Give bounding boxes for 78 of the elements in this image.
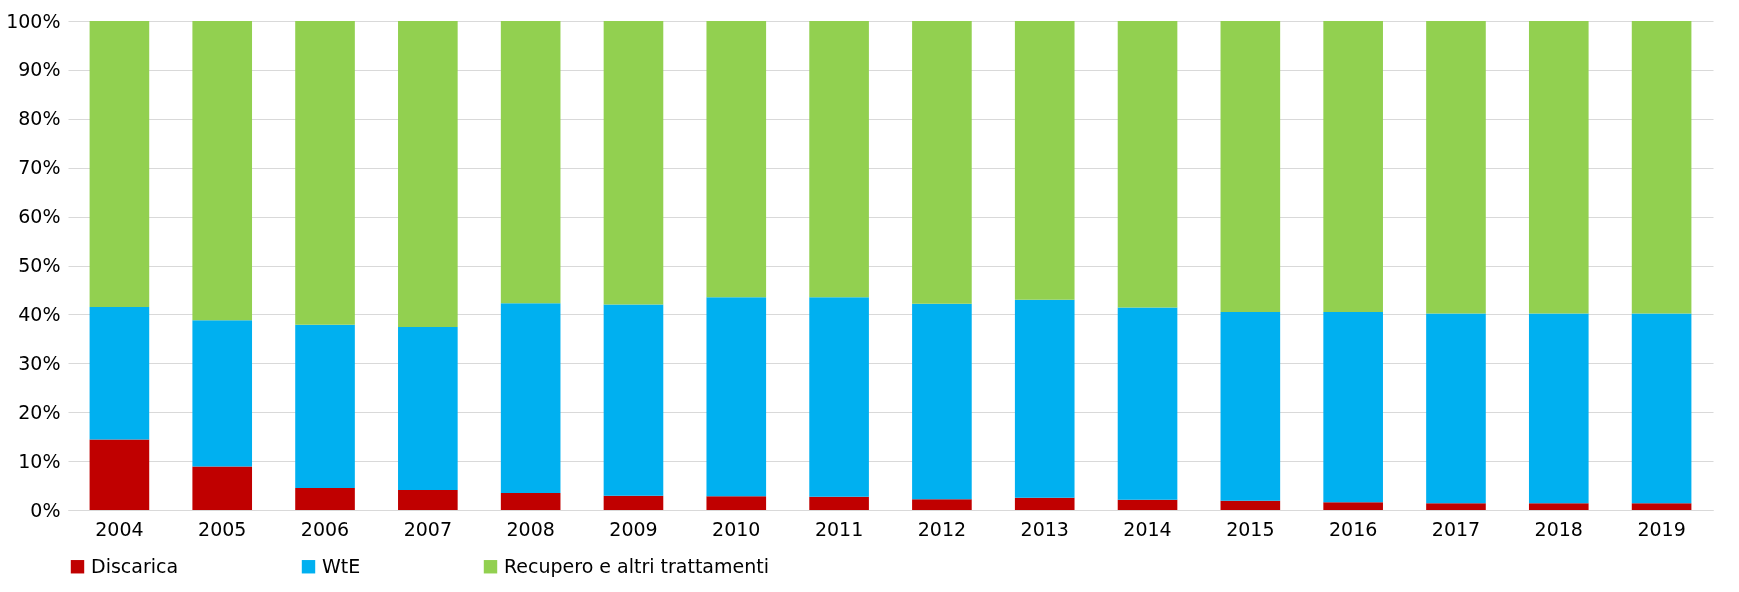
x-tick-label: 2019 xyxy=(1637,517,1686,540)
y-tick-label: 0% xyxy=(30,498,61,521)
bar xyxy=(809,21,869,298)
bar xyxy=(1220,500,1281,510)
bar xyxy=(89,21,150,308)
bar xyxy=(500,492,561,510)
x-tick-label: 2017 xyxy=(1431,517,1481,540)
bar xyxy=(398,327,458,490)
x-tick-label: 2007 xyxy=(403,517,453,540)
bar xyxy=(706,496,767,510)
bar xyxy=(89,307,150,440)
bar xyxy=(603,21,664,305)
bar xyxy=(912,303,972,500)
x-tick-label: 2011 xyxy=(814,517,864,540)
legend-label: WtE xyxy=(322,554,361,577)
legend-label: Recupero e altri trattamenti xyxy=(504,554,769,577)
x-tick-label: 2008 xyxy=(506,517,555,540)
bar xyxy=(398,489,458,510)
bar xyxy=(1528,21,1589,314)
bar xyxy=(1426,503,1486,510)
bar xyxy=(1014,299,1075,498)
y-tick-label: 50% xyxy=(18,254,61,276)
bar xyxy=(1014,21,1075,300)
bar xyxy=(295,488,355,510)
bar xyxy=(1323,311,1383,503)
bar xyxy=(1323,21,1383,312)
bar xyxy=(1631,21,1692,314)
bar xyxy=(912,499,972,510)
bar xyxy=(1528,503,1589,510)
bar xyxy=(1426,313,1486,504)
y-tick-label: 20% xyxy=(18,400,61,423)
y-tick-label: 10% xyxy=(18,449,61,472)
y-tick-label: 40% xyxy=(18,302,61,325)
bar xyxy=(500,21,561,304)
x-tick-label: 2018 xyxy=(1534,517,1583,540)
x-tick-label: 2010 xyxy=(712,517,761,540)
legend-label: Discarica xyxy=(91,554,179,577)
bar xyxy=(706,297,767,497)
bar xyxy=(295,324,355,488)
x-tick-label: 2016 xyxy=(1328,517,1378,540)
bar xyxy=(1528,313,1589,504)
y-tick-label: 60% xyxy=(18,205,61,228)
x-tick-label: 2005 xyxy=(198,517,247,540)
bar xyxy=(192,320,253,467)
y-tick-label: 70% xyxy=(18,156,61,179)
bar xyxy=(1631,503,1692,510)
x-tick-label: 2004 xyxy=(95,517,144,540)
bar xyxy=(1117,499,1178,510)
bar xyxy=(1117,21,1178,308)
y-tick-label: 30% xyxy=(18,351,61,374)
bar xyxy=(500,303,561,493)
bar xyxy=(1220,311,1281,501)
x-tick-label: 2014 xyxy=(1123,517,1172,540)
bar xyxy=(1117,307,1178,500)
bar xyxy=(1323,502,1383,510)
bar xyxy=(192,21,253,321)
bar xyxy=(398,21,458,328)
bar xyxy=(1014,497,1075,510)
x-tick-label: 2012 xyxy=(917,517,967,540)
bar xyxy=(603,304,664,496)
x-tick-label: 2013 xyxy=(1020,517,1069,540)
bar xyxy=(603,495,664,510)
x-tick-label: 2009 xyxy=(609,517,658,540)
bar xyxy=(809,297,869,497)
bar xyxy=(809,496,869,510)
bar xyxy=(1426,21,1486,314)
y-tick-label: 90% xyxy=(18,58,61,81)
bar xyxy=(1631,313,1692,504)
bar xyxy=(295,21,355,325)
bar xyxy=(706,21,767,298)
x-tick-label: 2015 xyxy=(1226,517,1275,540)
y-tick-label: 80% xyxy=(18,107,61,130)
bar xyxy=(1220,21,1281,312)
x-tick-label: 2006 xyxy=(300,517,350,540)
y-tick-label: 100% xyxy=(6,9,61,32)
bar xyxy=(192,466,253,510)
bar xyxy=(89,439,150,510)
bar xyxy=(912,21,972,304)
